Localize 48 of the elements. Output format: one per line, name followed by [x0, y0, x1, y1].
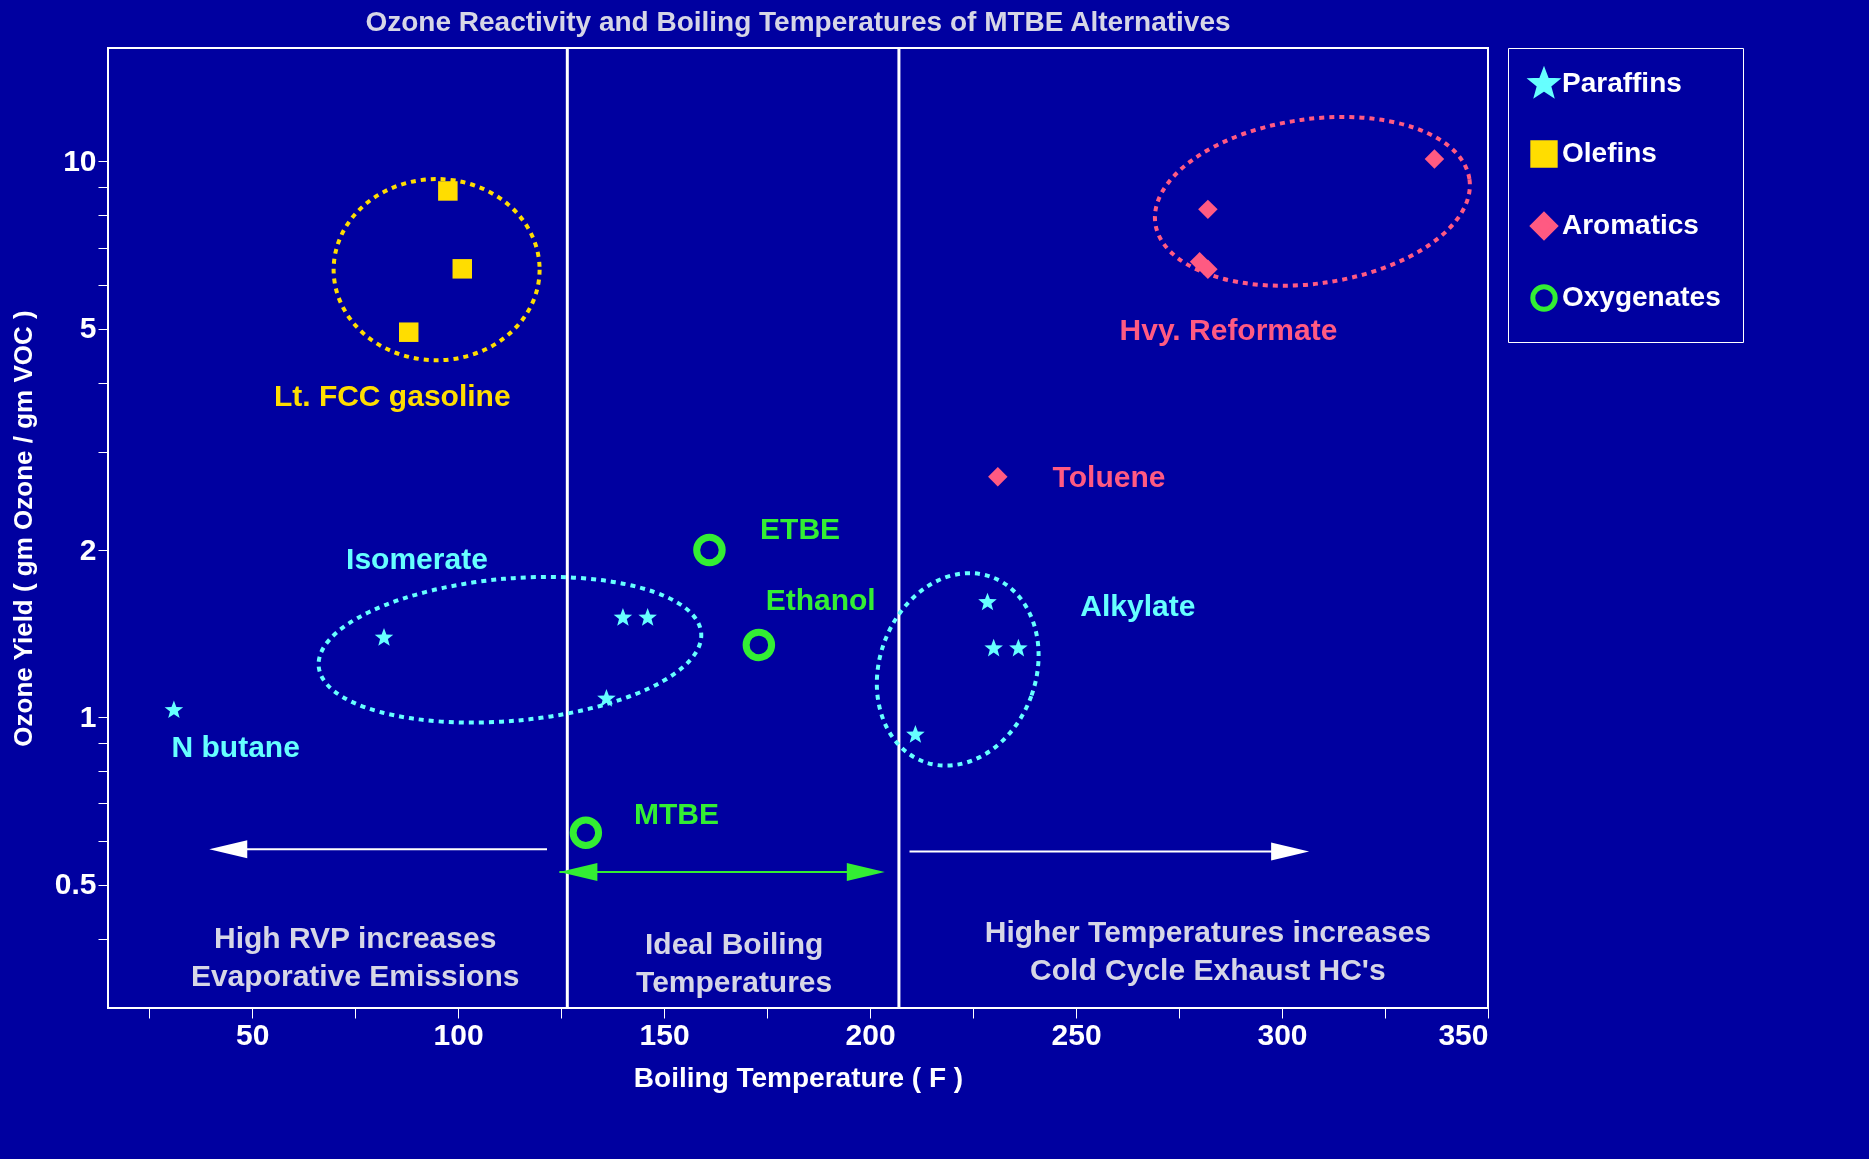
point: [374, 628, 394, 646]
annotation: Ideal Boiling Temperatures: [636, 926, 833, 998]
x-tick-label: 300: [1257, 1017, 1308, 1051]
annotation: Hvy. Reformate: [1119, 313, 1338, 347]
point: [398, 322, 419, 342]
x-tick-label: 50: [235, 1017, 270, 1051]
y-tick-label: 2: [79, 532, 97, 566]
y-tick-label: 10: [63, 143, 97, 177]
point: [906, 725, 925, 743]
point: [1009, 638, 1028, 657]
annotation: High RVP increases Evaporative Emissions: [190, 920, 520, 992]
annotation: ETBE: [760, 512, 841, 546]
point: [638, 608, 657, 626]
point: [988, 466, 1008, 487]
point: [569, 816, 603, 849]
point: [452, 259, 473, 279]
x-tick-label: 350: [1438, 1017, 1489, 1051]
y-axis-title: Ozone Yield ( gm Ozone / gm VOC ): [7, 310, 38, 747]
annotation: N butane: [171, 730, 300, 764]
point: [742, 628, 776, 662]
x-tick-label: 250: [1051, 1017, 1102, 1051]
annotation: Lt. FCC gasoline: [273, 378, 511, 412]
x-tick-label: 150: [639, 1017, 690, 1051]
point: [984, 638, 1003, 657]
legend-label: Olefins: [1562, 137, 1657, 168]
y-tick-label: 0.5: [54, 867, 97, 901]
x-tick-label: 100: [433, 1017, 484, 1051]
legend-label: Aromatics: [1562, 209, 1699, 240]
legend-label: Oxygenates: [1562, 281, 1721, 312]
annotation: Ethanol: [765, 582, 876, 616]
chart-title: Ozone Reactivity and Boiling Temperatures of MTBE Alternatives: [365, 5, 1231, 37]
x-tick-label: 200: [845, 1017, 896, 1051]
point: [978, 592, 997, 611]
annotation: Toluene: [1052, 460, 1166, 494]
annotation: Alkylate: [1080, 588, 1196, 622]
annotation: Isomerate: [346, 541, 488, 575]
point: [693, 533, 726, 567]
point: [164, 700, 184, 719]
point: [438, 181, 458, 201]
y-tick-label: 1: [79, 699, 97, 733]
x-axis-title: Boiling Temperature ( F ): [633, 1061, 964, 1093]
point: [613, 608, 633, 626]
point: [1198, 199, 1218, 220]
annotation: Higher Temperatures increases Cold Cycle Exhaust HC's: [984, 914, 1432, 986]
annotation: MTBE: [633, 796, 719, 830]
y-tick-label: 5: [79, 311, 97, 345]
point: [1424, 149, 1445, 169]
legend-label: Paraffins: [1562, 67, 1682, 98]
